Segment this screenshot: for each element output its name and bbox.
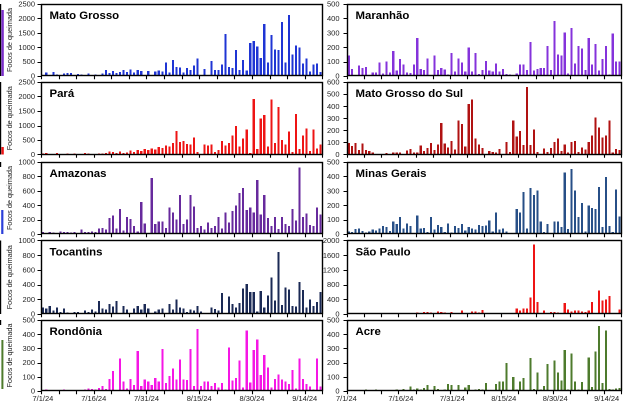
svg-text:Mato Grosso do Sul: Mato Grosso do Sul <box>356 88 464 100</box>
svg-text:8/30/24: 8/30/24 <box>543 394 568 403</box>
svg-text:7/31/24: 7/31/24 <box>134 394 159 403</box>
svg-text:0: 0 <box>335 387 339 396</box>
svg-text:0: 0 <box>335 150 339 159</box>
svg-text:2000: 2000 <box>323 236 340 245</box>
svg-text:200: 200 <box>327 43 340 52</box>
svg-text:Maranhão: Maranhão <box>356 10 410 22</box>
svg-text:7/31/24: 7/31/24 <box>440 394 465 403</box>
svg-text:800: 800 <box>22 251 35 260</box>
svg-text:200: 200 <box>22 295 35 304</box>
svg-text:0: 0 <box>31 387 35 396</box>
svg-text:Focos de queimada: Focos de queimada <box>5 165 14 230</box>
svg-text:1000: 1000 <box>18 236 35 245</box>
svg-text:1600: 1600 <box>323 251 340 260</box>
svg-text:Tocantins: Tocantins <box>50 247 103 259</box>
svg-text:500: 500 <box>327 158 340 167</box>
svg-text:400: 400 <box>22 201 35 210</box>
svg-text:600: 600 <box>327 78 340 87</box>
svg-text:2000: 2000 <box>18 14 35 23</box>
svg-text:Focos de queimada: Focos de queimada <box>5 7 14 72</box>
svg-text:0: 0 <box>31 150 35 159</box>
svg-text:400: 400 <box>327 102 340 111</box>
svg-text:400: 400 <box>327 172 340 181</box>
svg-text:300: 300 <box>327 344 340 353</box>
svg-text:1500: 1500 <box>18 107 35 116</box>
svg-text:100: 100 <box>327 372 340 381</box>
svg-text:1000: 1000 <box>18 121 35 130</box>
svg-text:300: 300 <box>327 28 340 37</box>
svg-text:200: 200 <box>22 358 35 367</box>
svg-text:200: 200 <box>327 358 340 367</box>
svg-text:400: 400 <box>327 330 340 339</box>
svg-text:7/1/24: 7/1/24 <box>336 394 357 403</box>
svg-text:1200: 1200 <box>323 266 340 275</box>
svg-text:800: 800 <box>22 172 35 181</box>
svg-text:800: 800 <box>327 280 340 289</box>
svg-text:Rondônia: Rondônia <box>50 326 103 338</box>
svg-text:8/15/24: 8/15/24 <box>491 394 516 403</box>
svg-text:2000: 2000 <box>18 92 35 101</box>
svg-text:500: 500 <box>327 90 340 99</box>
svg-text:400: 400 <box>22 330 35 339</box>
svg-text:0: 0 <box>335 310 339 319</box>
svg-text:Focos de queimada: Focos de queimada <box>5 85 14 150</box>
svg-text:7/1/24: 7/1/24 <box>33 394 54 403</box>
svg-text:2500: 2500 <box>18 78 35 87</box>
svg-text:400: 400 <box>22 280 35 289</box>
svg-text:300: 300 <box>327 186 340 195</box>
svg-text:9/14/24: 9/14/24 <box>292 394 317 403</box>
svg-text:Focos de queimada: Focos de queimada <box>5 323 14 388</box>
svg-text:500: 500 <box>327 0 340 9</box>
svg-text:300: 300 <box>327 114 340 123</box>
svg-text:200: 200 <box>327 126 340 135</box>
svg-text:0: 0 <box>31 310 35 319</box>
svg-text:2500: 2500 <box>18 0 35 9</box>
svg-text:400: 400 <box>327 295 340 304</box>
svg-text:500: 500 <box>22 136 35 145</box>
svg-text:100: 100 <box>327 138 340 147</box>
svg-text:500: 500 <box>22 316 35 325</box>
svg-text:Pará: Pará <box>50 88 75 100</box>
svg-text:500: 500 <box>327 316 340 325</box>
svg-text:9/14/24: 9/14/24 <box>594 394 619 403</box>
svg-text:300: 300 <box>22 344 35 353</box>
svg-text:100: 100 <box>327 57 340 66</box>
svg-text:400: 400 <box>327 14 340 23</box>
svg-text:São Paulo: São Paulo <box>356 247 411 259</box>
svg-text:0: 0 <box>335 230 339 239</box>
svg-text:7/16/24: 7/16/24 <box>388 394 413 403</box>
svg-text:8/30/24: 8/30/24 <box>239 394 264 403</box>
svg-text:Amazonas: Amazonas <box>50 168 107 180</box>
svg-text:200: 200 <box>22 215 35 224</box>
svg-text:0: 0 <box>31 72 35 81</box>
svg-text:Mato Grosso: Mato Grosso <box>50 10 120 22</box>
svg-text:100: 100 <box>22 372 35 381</box>
svg-text:Focos de queimada: Focos de queimada <box>5 244 14 309</box>
svg-text:500: 500 <box>22 57 35 66</box>
svg-text:100: 100 <box>327 215 340 224</box>
svg-text:600: 600 <box>22 266 35 275</box>
svg-text:0: 0 <box>335 72 339 81</box>
svg-text:1000: 1000 <box>18 43 35 52</box>
svg-text:1000: 1000 <box>18 158 35 167</box>
svg-text:200: 200 <box>327 201 340 210</box>
svg-text:8/15/24: 8/15/24 <box>187 394 212 403</box>
svg-text:Acre: Acre <box>356 326 381 338</box>
svg-text:0: 0 <box>31 230 35 239</box>
svg-text:1500: 1500 <box>18 28 35 37</box>
svg-text:7/16/24: 7/16/24 <box>81 394 106 403</box>
svg-text:Minas Gerais: Minas Gerais <box>356 168 427 180</box>
svg-text:600: 600 <box>22 186 35 195</box>
